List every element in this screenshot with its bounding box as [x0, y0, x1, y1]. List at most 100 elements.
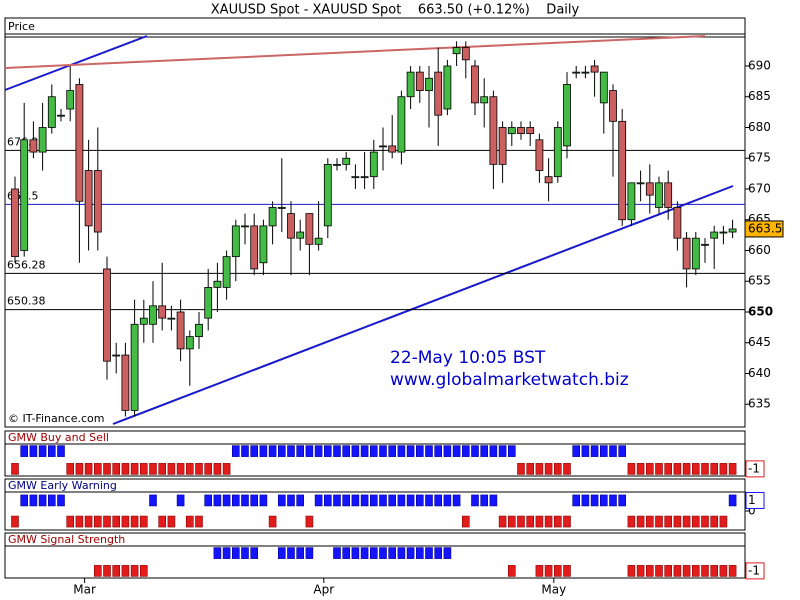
signal-block: [388, 547, 397, 559]
candle-body: [691, 237, 700, 270]
signal-block: [360, 445, 369, 457]
signal-block: [535, 565, 544, 577]
signal-block: [526, 515, 535, 528]
signal-block: [222, 463, 231, 475]
signal-block: [728, 494, 737, 507]
candle-body: [452, 47, 461, 55]
signal-block: [186, 515, 194, 528]
signal-block: [103, 515, 111, 528]
panel-title: GMW Buy and Sell: [8, 431, 109, 444]
candle-body: [222, 256, 231, 288]
signal-block: [66, 515, 74, 528]
candle-body: [213, 280, 222, 288]
candle-body: [397, 96, 406, 153]
signal-block: [213, 463, 222, 475]
signal-block: [535, 515, 544, 528]
signal-block: [140, 463, 148, 475]
signal-block: [443, 547, 452, 559]
signal-block: [664, 565, 673, 577]
candle-body: [333, 163, 341, 166]
signal-block: [360, 494, 369, 507]
signal-block: [517, 515, 525, 528]
signal-block: [397, 494, 406, 507]
candle-body: [139, 317, 148, 325]
signal-block: [277, 547, 286, 559]
signal-block: [296, 494, 305, 507]
chart-title: XAUUSD Spot - XAUUSD Spot 663.50 (+0.12%…: [211, 3, 580, 18]
candle-body: [167, 317, 176, 320]
candle-body: [461, 47, 470, 61]
signal-block: [434, 445, 443, 457]
candle-body: [590, 65, 599, 73]
candle-body: [185, 336, 194, 350]
candle-body: [645, 182, 654, 196]
signal-block: [75, 515, 84, 528]
candle-body: [480, 96, 489, 104]
signal-block: [232, 494, 240, 507]
signal-block: [75, 463, 84, 475]
signal-block: [452, 494, 461, 507]
signal-block: [259, 494, 268, 507]
signal-block: [268, 515, 277, 528]
signal-block: [369, 494, 378, 507]
signal-block: [314, 445, 323, 457]
candle-body: [728, 228, 737, 233]
signal-block: [130, 565, 139, 577]
candle-body: [434, 71, 443, 116]
signal-block: [176, 494, 185, 507]
signal-block: [655, 463, 663, 475]
signal-block: [701, 565, 709, 577]
candle-body: [498, 127, 507, 165]
candle-body: [121, 354, 130, 411]
candle-body: [553, 127, 562, 178]
candle-body: [351, 176, 360, 179]
candle-body: [268, 207, 277, 227]
candle-body: [636, 182, 645, 185]
panel-frame: [4, 478, 746, 531]
signal-block: [645, 463, 654, 475]
signal-block: [691, 515, 700, 528]
candle-body: [103, 268, 111, 362]
last-value-box: [744, 220, 784, 238]
signal-block: [388, 494, 397, 507]
signal-block: [471, 445, 479, 457]
signal-block: [94, 515, 102, 528]
signal-block: [186, 463, 194, 475]
signal-block: [645, 565, 654, 577]
signal-block: [47, 494, 56, 507]
signal-block: [443, 445, 452, 457]
candle-body: [526, 127, 535, 135]
signal-block: [498, 445, 507, 457]
signal-block: [112, 565, 120, 577]
signal-block: [609, 445, 617, 457]
signal-block: [241, 445, 249, 457]
candle-body: [618, 120, 627, 221]
candle-body: [47, 96, 56, 128]
signal-block: [213, 494, 222, 507]
x-tick-label: May: [541, 583, 566, 597]
signal-block: [406, 547, 415, 559]
signal-block: [149, 463, 157, 475]
candle-body: [719, 231, 728, 234]
signal-block: [29, 445, 38, 457]
candle-body: [507, 127, 516, 135]
signal-block: [728, 463, 737, 475]
signal-block: [11, 463, 19, 475]
signal-block: [544, 565, 553, 577]
signal-block: [572, 494, 581, 507]
signal-block: [655, 515, 663, 528]
signal-block: [425, 445, 433, 457]
current-value-label: -1: [748, 563, 760, 577]
candle-body: [572, 71, 581, 74]
signal-block: [682, 515, 691, 528]
candle-body: [664, 182, 673, 208]
signal-block: [112, 515, 120, 528]
y-tick-label: 675: [748, 151, 771, 165]
candle-body: [296, 231, 305, 239]
candle-body: [581, 71, 590, 74]
signal-block: [452, 445, 461, 457]
candle-body: [305, 213, 314, 245]
signal-block: [701, 463, 709, 475]
